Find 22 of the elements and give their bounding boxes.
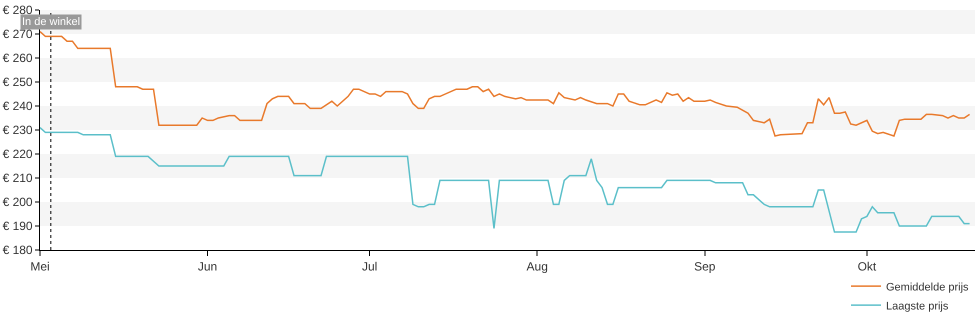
y-tick-label: € 230 bbox=[2, 123, 33, 138]
y-tick-label: € 260 bbox=[2, 51, 33, 66]
y-tick-label: € 250 bbox=[2, 75, 33, 90]
y-tick-label: € 200 bbox=[2, 195, 33, 210]
y-tick-label: € 190 bbox=[2, 219, 33, 234]
y-tick-label: € 220 bbox=[2, 147, 33, 162]
line-series bbox=[40, 126, 970, 233]
y-tick-label: € 210 bbox=[2, 171, 33, 186]
x-tick-label: Okt bbox=[858, 259, 877, 274]
y-tick-label: € 180 bbox=[2, 243, 33, 258]
y-tick-label: € 280 bbox=[2, 3, 33, 18]
legend-label: Laagste prijs bbox=[886, 300, 949, 312]
legend-label: Gemiddelde prijs bbox=[886, 281, 970, 294]
line-series bbox=[40, 30, 970, 137]
y-tick-label: € 240 bbox=[2, 99, 33, 114]
x-tick-label: Jul bbox=[362, 259, 378, 274]
x-tick-label: Aug bbox=[526, 259, 548, 274]
x-tick-label: Mei bbox=[30, 259, 50, 274]
ref-line-label: In de winkel bbox=[22, 16, 80, 28]
x-tick-label: Jun bbox=[198, 259, 218, 274]
x-tick-label: Sep bbox=[694, 259, 716, 274]
y-tick-label: € 270 bbox=[2, 27, 33, 42]
